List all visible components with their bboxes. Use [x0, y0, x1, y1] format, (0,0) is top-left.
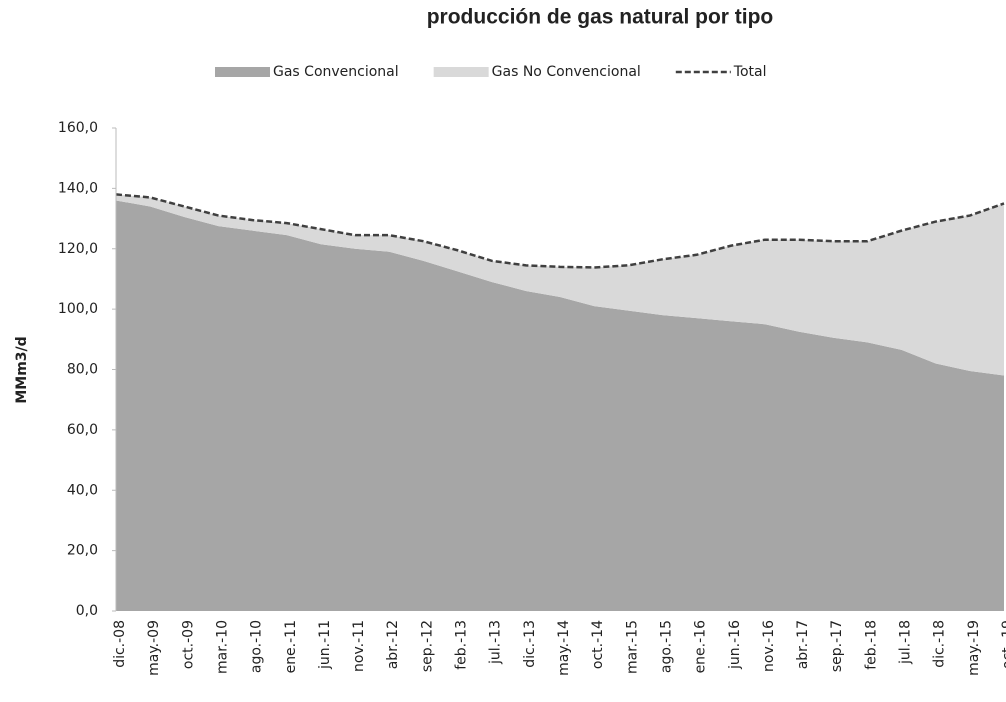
- y-tick-label: 80,0: [67, 362, 98, 378]
- x-tick-label: feb.-18: [863, 620, 879, 670]
- x-tick-label: oct.-14: [590, 620, 606, 669]
- x-tick-label: ene.-11: [283, 620, 299, 673]
- legend-swatch: [433, 67, 489, 77]
- x-tick-label: mar.-15: [624, 620, 640, 674]
- chart-title: producción de gas natural por tipo: [427, 6, 774, 29]
- y-tick-label: 20,0: [67, 543, 98, 559]
- x-tick-label: dic.-13: [522, 620, 538, 668]
- x-tick-label: nov.-11: [351, 620, 367, 672]
- x-tick-label: feb.-13: [454, 620, 470, 670]
- x-tick-label: jun.-16: [727, 620, 743, 670]
- x-tick-label: ene.-16: [693, 620, 709, 674]
- y-tick-label: 120,0: [58, 241, 98, 257]
- x-tick-label: abr.-12: [385, 620, 401, 669]
- x-tick-label: may.-09: [146, 620, 162, 676]
- area: [116, 200, 1004, 611]
- x-tick-label: ago.-10: [249, 620, 265, 673]
- legend-swatch: [215, 67, 270, 77]
- line: [115, 193, 1005, 269]
- legend-label: Total: [733, 64, 767, 80]
- y-axis-label: MMm3/d: [14, 336, 30, 403]
- y-tick-label: 40,0: [67, 482, 98, 498]
- x-tick-label: jun.-11: [317, 620, 333, 670]
- x-tick-label: dic.-18: [932, 620, 948, 668]
- y-tick-label: 60,0: [67, 422, 98, 438]
- x-tick-label: oct.-09: [180, 620, 196, 669]
- x-tick-label: ago.-15: [658, 620, 674, 673]
- x-tick-label: abr.-17: [795, 620, 811, 669]
- x-tick-label: nov.-16: [761, 620, 777, 672]
- x-tick-label: sep.-17: [829, 620, 845, 672]
- x-tick-label: oct.-19: [1000, 620, 1006, 669]
- x-tick-label: dic.-08: [112, 620, 128, 668]
- legend-label: Gas Convencional: [273, 64, 399, 80]
- y-tick-label: 0,0: [76, 603, 98, 619]
- x-tick-label: jul.-18: [898, 620, 914, 665]
- x-tick-label: mar.-10: [214, 620, 230, 674]
- y-tick-label: 160,0: [58, 120, 98, 136]
- x-tick-label: jul.-13: [488, 620, 504, 665]
- y-tick-label: 140,0: [58, 180, 98, 196]
- x-tick-label: may.-14: [556, 620, 572, 676]
- y-tick-label: 100,0: [58, 301, 98, 317]
- x-tick-label: may.-19: [966, 620, 982, 676]
- x-tick-label: sep.-12: [419, 620, 435, 672]
- legend-label: Gas No Convencional: [492, 64, 641, 80]
